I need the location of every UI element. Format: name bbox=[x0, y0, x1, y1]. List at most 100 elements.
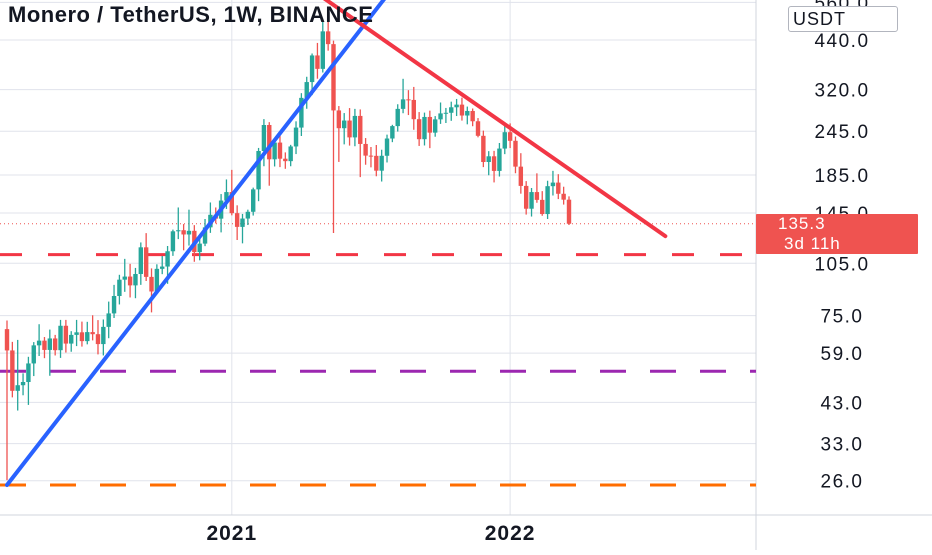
candle bbox=[416, 112, 422, 146]
candle bbox=[26, 356, 31, 405]
candle bbox=[486, 151, 491, 176]
candle bbox=[336, 106, 342, 162]
candle bbox=[395, 104, 400, 132]
axes: 560.0440.0320.0245.0185.0145.0105.075.05… bbox=[206, 0, 869, 545]
candle bbox=[534, 173, 540, 203]
candle bbox=[74, 319, 79, 347]
candle bbox=[133, 267, 138, 299]
candle bbox=[513, 136, 518, 174]
candle bbox=[143, 233, 149, 281]
candle bbox=[106, 301, 111, 339]
candle bbox=[342, 113, 347, 145]
candle bbox=[325, 14, 331, 51]
candle bbox=[347, 108, 352, 146]
candles bbox=[4, 14, 572, 481]
candle bbox=[95, 320, 101, 355]
y-tick-label: 245.0 bbox=[814, 122, 869, 143]
y-tick-label: 33.0 bbox=[821, 435, 864, 456]
candle bbox=[186, 209, 192, 246]
candle bbox=[10, 341, 15, 398]
candle bbox=[315, 42, 320, 79]
candle bbox=[454, 98, 459, 117]
candle bbox=[117, 274, 122, 305]
candle bbox=[47, 329, 53, 376]
candle bbox=[208, 202, 213, 233]
candle bbox=[20, 373, 26, 396]
trend-lines[interactable] bbox=[5, 0, 668, 487]
y-tick-label: 320.0 bbox=[814, 81, 869, 102]
candle bbox=[550, 170, 556, 196]
candle bbox=[197, 238, 202, 261]
y-tick-label: 185.0 bbox=[814, 166, 869, 187]
candle bbox=[261, 119, 267, 167]
candle bbox=[245, 209, 251, 226]
candle bbox=[256, 147, 261, 202]
candle bbox=[63, 319, 69, 353]
candle bbox=[443, 107, 449, 123]
candle bbox=[358, 109, 363, 178]
candle bbox=[390, 124, 395, 143]
candle bbox=[438, 102, 443, 124]
candle bbox=[427, 110, 433, 149]
candle bbox=[138, 242, 144, 285]
bar-countdown: 3d 11h bbox=[784, 234, 841, 253]
candle bbox=[400, 78, 406, 114]
candle bbox=[432, 116, 438, 137]
candle bbox=[122, 258, 127, 292]
candle bbox=[149, 268, 154, 313]
candle bbox=[251, 187, 256, 216]
candle bbox=[518, 153, 524, 194]
candle bbox=[529, 187, 534, 217]
candle bbox=[465, 106, 470, 125]
candle bbox=[299, 93, 304, 137]
y-tick-label: 440.0 bbox=[814, 31, 869, 52]
candle bbox=[556, 174, 561, 200]
y-tick-label: 43.0 bbox=[821, 393, 864, 414]
x-tick-label: 2022 bbox=[485, 522, 536, 545]
candle bbox=[79, 321, 85, 347]
trend-line-support[interactable] bbox=[5, 0, 398, 487]
candle bbox=[293, 121, 299, 155]
candle bbox=[176, 207, 181, 240]
chart-title: Monero / TetherUS, 1W, BINANCE bbox=[8, 2, 374, 27]
candle bbox=[170, 229, 176, 256]
horizontal-levels[interactable] bbox=[0, 223, 756, 487]
candle bbox=[111, 284, 117, 318]
candle bbox=[406, 90, 411, 116]
candle bbox=[234, 205, 240, 240]
candle bbox=[331, 40, 336, 234]
candle bbox=[449, 101, 454, 121]
candle bbox=[540, 191, 545, 216]
candle bbox=[101, 319, 106, 356]
candle bbox=[566, 196, 572, 226]
candle bbox=[523, 181, 529, 215]
y-tick-label: 105.0 bbox=[814, 254, 869, 275]
candle bbox=[411, 86, 416, 130]
candle bbox=[283, 152, 288, 169]
y-tick-label: 75.0 bbox=[821, 307, 864, 328]
candle bbox=[384, 134, 390, 163]
candle bbox=[69, 331, 74, 352]
candle bbox=[502, 122, 507, 155]
candle bbox=[561, 186, 566, 205]
currency-button[interactable]: USDT bbox=[788, 6, 898, 32]
candle bbox=[475, 118, 481, 138]
x-tick-label: 2021 bbox=[206, 522, 257, 545]
candle bbox=[58, 319, 63, 358]
candle bbox=[36, 324, 42, 356]
candle bbox=[320, 21, 325, 73]
candle bbox=[181, 224, 186, 251]
candle bbox=[127, 263, 133, 298]
candle bbox=[459, 97, 465, 121]
candle bbox=[267, 122, 272, 186]
candle bbox=[85, 321, 90, 345]
candle bbox=[90, 315, 95, 341]
candle bbox=[288, 144, 293, 167]
trend-line-resistance[interactable] bbox=[280, 0, 668, 239]
candle bbox=[15, 339, 20, 411]
candle bbox=[352, 108, 358, 147]
candle bbox=[363, 138, 368, 165]
